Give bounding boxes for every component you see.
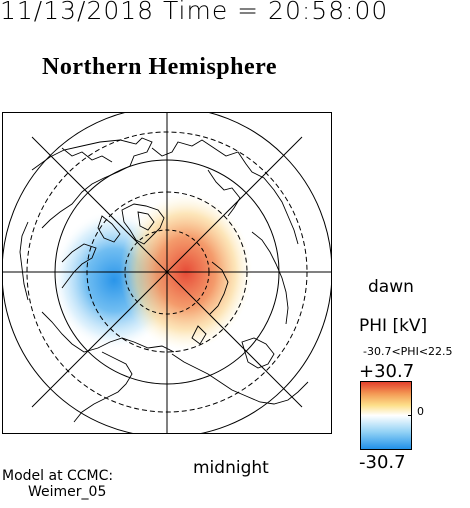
colorbar-title: PHI [kV] — [359, 316, 428, 336]
colorbar-range: -30.7<PHI<22.5 — [363, 345, 453, 358]
colorbar-max-label: +30.7 — [359, 361, 415, 382]
coastlines — [19, 137, 309, 423]
colorbar-zero-label: 0 — [417, 405, 424, 418]
model-name-label: Weimer_05 — [28, 484, 107, 500]
polar-map — [2, 112, 332, 434]
dawn-label: dawn — [368, 277, 414, 297]
grid-lines — [2, 112, 332, 434]
colorbar — [360, 381, 412, 450]
map-border — [2, 112, 332, 434]
latitude-circles — [2, 112, 332, 434]
datetime-title: 11/13/2018 Time = 20:58:00 — [0, 0, 389, 25]
midnight-label: midnight — [193, 458, 269, 478]
colorbar-min-label: -30.7 — [359, 452, 406, 473]
model-source-label: Model at CCMC: — [2, 468, 114, 484]
hemisphere-title: Northern Hemisphere — [42, 54, 278, 80]
